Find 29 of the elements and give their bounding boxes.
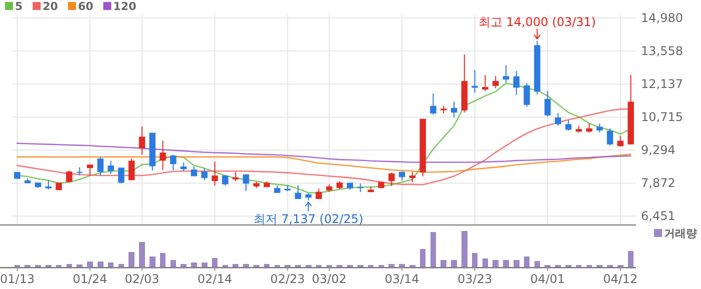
annotation: 최고 14,000 (03/31)	[478, 14, 596, 29]
y-tick-label: 12,137	[641, 77, 683, 92]
legend-item: 120	[103, 0, 136, 13]
y-tick-label: 7,872	[641, 176, 676, 190]
y-tick-label: 14,980	[641, 11, 683, 26]
x-tick-label: 04/12	[603, 272, 638, 286]
legend-label: 거래량	[664, 227, 697, 240]
x-tick-label: 03/14	[384, 272, 420, 286]
x-tick-label: 02/23	[270, 272, 305, 286]
x-tick-label: 03/02	[312, 272, 346, 286]
x-tick-label: 04/01	[530, 272, 565, 286]
legend-label: 120	[113, 0, 137, 13]
x-tick-label: 01/24	[72, 272, 108, 286]
x-tick-label: 02/14	[198, 272, 232, 286]
annotation: 최저 7,137 (02/25)	[253, 212, 364, 226]
y-tick-label: 10,715	[641, 110, 683, 124]
x-tick-label: 01/13	[0, 272, 35, 286]
legend-label: 20	[42, 0, 58, 13]
y-tick-label: 9,294	[641, 143, 676, 158]
legend-item: 20	[32, 0, 58, 13]
x-tick-label: 03/23	[458, 272, 492, 286]
y-tick-label: 6,451	[641, 209, 676, 224]
x-tick-label: 02/03	[124, 272, 160, 286]
legend-label: 60	[78, 0, 94, 13]
legend-item: 거래량	[654, 227, 697, 240]
legend-item: 60	[68, 0, 94, 13]
y-tick-label: 13,558	[641, 44, 683, 58]
legend-label: 5	[15, 0, 23, 13]
legend-item: 5	[5, 0, 23, 13]
